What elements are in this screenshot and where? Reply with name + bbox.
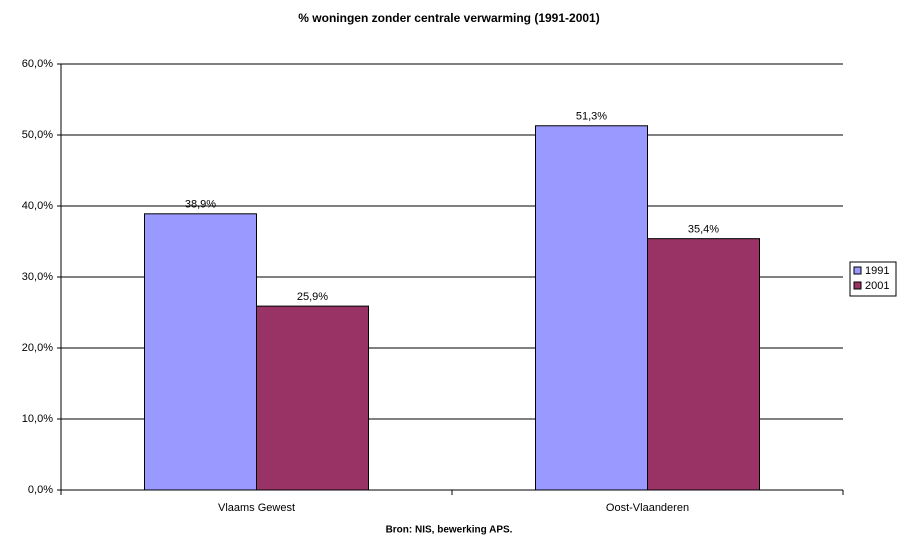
y-tick-label: 10,0% (22, 413, 53, 425)
legend-box (849, 261, 897, 297)
value-label: 25,9% (297, 291, 328, 303)
bar (647, 238, 760, 491)
legend-label: 2001 (865, 280, 889, 292)
legend-swatch (853, 281, 862, 290)
x-tick-label: Oost-Vlaanderen (606, 502, 689, 514)
y-tick-label: 20,0% (22, 342, 53, 354)
x-axis-label: Bron: NIS, bewerking APS. (386, 525, 513, 536)
y-tick-label: 50,0% (22, 129, 53, 141)
legend-swatch (853, 266, 862, 275)
legend-label: 1991 (865, 265, 889, 277)
bar (535, 125, 648, 491)
bar (256, 305, 369, 491)
value-label: 51,3% (576, 111, 607, 123)
x-tick-label: Vlaams Gewest (218, 502, 295, 514)
value-label: 38,9% (185, 199, 216, 211)
y-tick-label: 30,0% (22, 271, 53, 283)
y-tick-label: 0,0% (28, 484, 53, 496)
y-tick-label: 60,0% (22, 58, 53, 70)
y-tick-label: 40,0% (22, 200, 53, 212)
bar (144, 213, 257, 491)
chart-title: % woningen zonder centrale verwarming (1… (298, 11, 599, 25)
value-label: 35,4% (688, 224, 719, 236)
